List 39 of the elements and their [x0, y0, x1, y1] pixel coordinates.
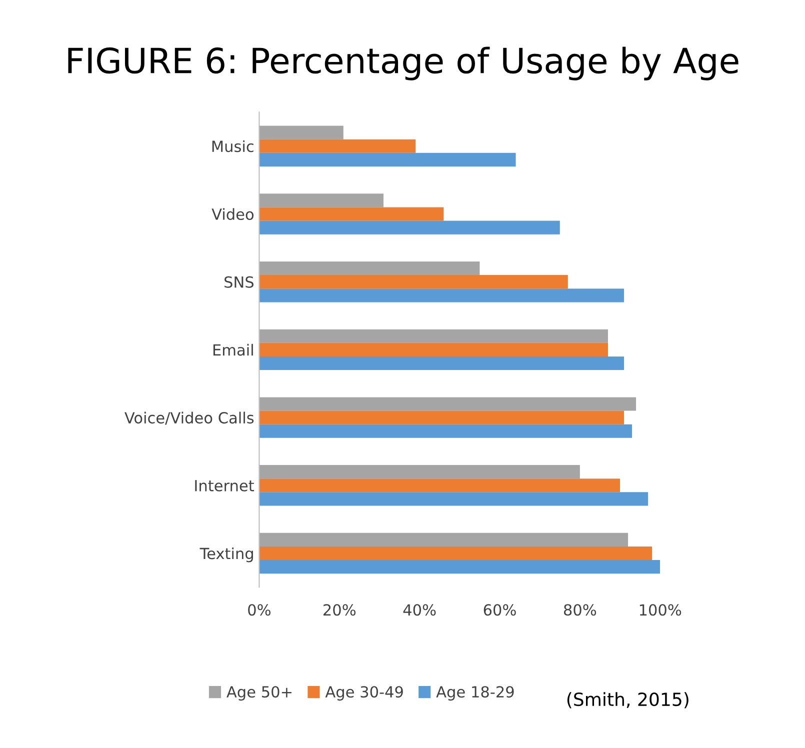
legend-label: Age 50+ [226, 686, 292, 701]
y-tick-label: Video [212, 208, 254, 220]
x-tick-label: 100% [640, 604, 682, 616]
bar [259, 397, 636, 411]
bar [259, 532, 628, 546]
legend-label: Age 30-49 [325, 686, 403, 701]
y-tick-label: Voice/Video Calls [124, 412, 254, 425]
bar [259, 288, 624, 302]
y-tick-label: Texting [200, 547, 253, 562]
x-tick-label: 20% [324, 604, 356, 616]
bar [259, 342, 608, 356]
legend-label: Age 18-29 [436, 686, 514, 701]
bar [259, 329, 608, 343]
bar [259, 207, 444, 221]
bar [259, 424, 632, 438]
y-tick-label: SNS [224, 276, 254, 288]
bar [259, 465, 580, 479]
bar [259, 261, 480, 276]
bar [259, 356, 624, 370]
bar [259, 126, 344, 140]
bar [259, 560, 660, 574]
bar [259, 410, 624, 424]
bar [259, 139, 416, 153]
chart-title: FIGURE 6: Percentage of Usage by Age [68, 46, 738, 80]
bar [259, 275, 568, 289]
bar [259, 152, 516, 166]
bar [259, 220, 560, 234]
bar [259, 546, 652, 560]
text: (Smith, 2015) [567, 692, 688, 708]
x-tick-label: 40% [403, 604, 436, 616]
x-tick-label: 0% [248, 604, 270, 616]
y-tick-label: Internet [195, 480, 254, 492]
bar [259, 492, 648, 506]
bar [259, 194, 384, 208]
bar [259, 478, 620, 492]
y-tick-label: Email [213, 344, 253, 356]
x-tick-label: 60% [484, 604, 516, 616]
y-tick-label: Music [212, 140, 254, 152]
x-tick-label: 80% [564, 604, 596, 616]
